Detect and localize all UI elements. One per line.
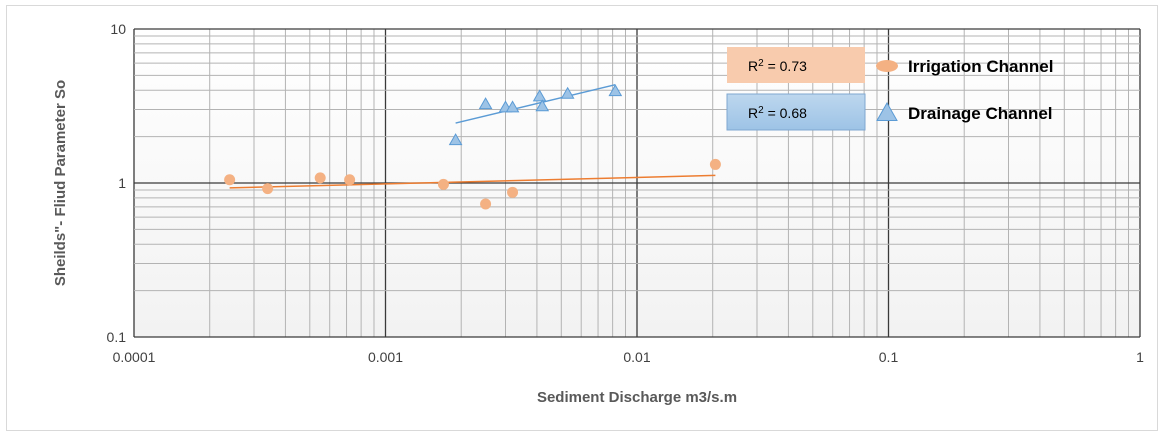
legend-marker-circle-icon bbox=[876, 60, 898, 72]
irrigation-point bbox=[314, 172, 326, 184]
chart: 0.0001 0.001 0.01 0.1 1 0.1 1 10 R2 = 0.73 Irrig… bbox=[52, 21, 1145, 406]
irrigation-point bbox=[709, 158, 721, 170]
legend-label: Irrigation Channel bbox=[908, 57, 1053, 76]
r2-box bbox=[727, 47, 865, 83]
y-tick-label: 10 bbox=[110, 21, 126, 37]
drainage-point bbox=[535, 99, 550, 112]
data-points bbox=[224, 84, 721, 210]
x-tick-label: 0.001 bbox=[368, 349, 403, 365]
drainage-point bbox=[560, 86, 575, 99]
legend-marker-triangle-icon bbox=[876, 101, 898, 121]
trendline bbox=[455, 83, 616, 124]
y-axis-title: Sheilds"- Fliud Parameter So bbox=[52, 80, 69, 286]
irrigation-point bbox=[344, 174, 356, 186]
x-tick-label: 1 bbox=[1136, 349, 1144, 365]
irrigation-point bbox=[480, 198, 492, 210]
irrigation-point bbox=[262, 183, 274, 195]
trendline bbox=[229, 174, 716, 189]
r2-box bbox=[726, 93, 866, 131]
tick-labels: 0.0001 0.001 0.01 0.1 1 0.1 1 10 bbox=[107, 21, 1145, 365]
legend-label: Drainage Channel bbox=[908, 104, 1053, 123]
trendlines bbox=[229, 83, 716, 189]
x-tick-label: 0.01 bbox=[623, 349, 650, 365]
x-tick-label: 0.1 bbox=[879, 349, 899, 365]
grid bbox=[133, 28, 1141, 338]
chart-frame: 0.0001 0.001 0.01 0.1 1 0.1 1 10 R2 = 0.73 Irrig… bbox=[6, 5, 1158, 431]
y-tick-label: 1 bbox=[118, 175, 126, 191]
r2-label: R2 = 0.68 bbox=[748, 105, 807, 122]
irrigation-point bbox=[507, 186, 519, 198]
irrigation-point bbox=[437, 178, 449, 190]
drainage-point bbox=[448, 133, 463, 146]
x-tick-label: 0.0001 bbox=[113, 349, 156, 365]
y-tick-label: 0.1 bbox=[107, 329, 127, 345]
x-axis-title: Sediment Discharge m3/s.m bbox=[537, 389, 737, 406]
drainage-point bbox=[505, 100, 520, 113]
drainage-point bbox=[478, 97, 493, 110]
r2-label: R2 = 0.73 bbox=[748, 58, 807, 75]
drainage-point bbox=[532, 89, 547, 102]
drainage-point bbox=[608, 84, 623, 97]
irrigation-point bbox=[224, 174, 236, 186]
legend: R2 = 0.73 Irrigation Channel R2 = 0.68 Drai… bbox=[726, 47, 1053, 131]
